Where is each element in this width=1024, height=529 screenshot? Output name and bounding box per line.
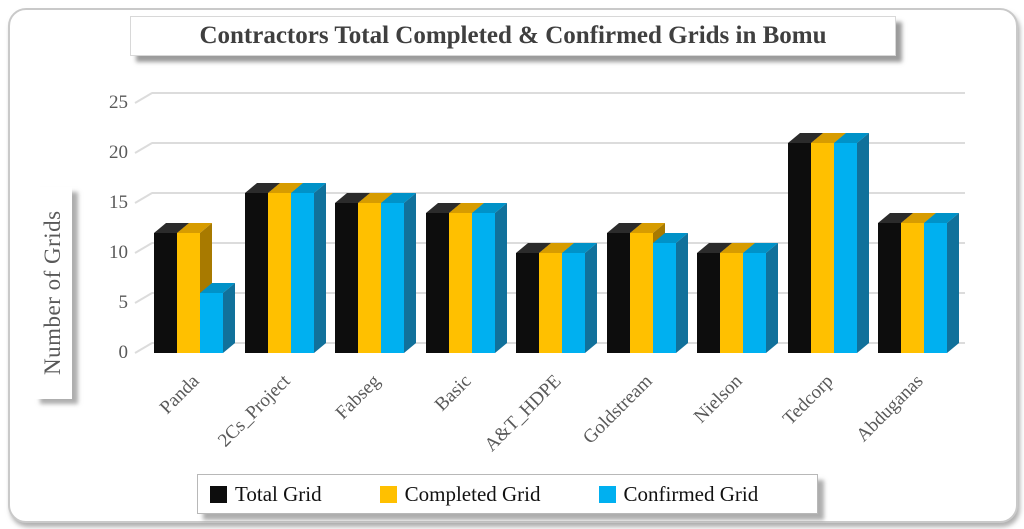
y-tick-label: 20 [109, 142, 128, 163]
bar [290, 193, 314, 353]
bar-side-face [675, 233, 688, 353]
bar [177, 233, 200, 353]
bar [539, 253, 562, 353]
chart-title-text: Contractors Total Completed & Confirmed … [199, 22, 827, 49]
plot-area: 0 5 10 15 20 25 Panda 2Cs_Project Fabseg Basic A&T… [10, 10, 1016, 470]
bar [878, 223, 901, 353]
bar [787, 143, 811, 353]
gridline [152, 92, 965, 94]
bar [652, 243, 676, 353]
bar [606, 233, 630, 353]
bar-side-face [766, 243, 778, 353]
y-tick-label: 0 [118, 342, 129, 363]
legend-swatch-icon [598, 485, 616, 503]
bar [358, 203, 381, 353]
y-axis-title: Number of Grids [34, 187, 72, 399]
bar-side-face [494, 203, 507, 353]
axis-tick [134, 141, 153, 154]
y-tick-label: 25 [109, 92, 128, 113]
y-tick-label: 10 [109, 242, 128, 263]
legend-item: Completed Grid [379, 481, 541, 507]
legend-swatch-icon [210, 485, 227, 503]
bar [381, 203, 404, 353]
bar [810, 143, 834, 353]
bar [244, 193, 268, 353]
legend-item: Total Grid [210, 482, 322, 507]
bar [425, 213, 449, 353]
legend-item: Confirmed Grid [598, 481, 759, 507]
bar [629, 233, 653, 353]
bar [448, 213, 472, 353]
bar [833, 143, 857, 353]
chart-card: Contractors Total Completed & Confirmed … [8, 8, 1018, 523]
bar [267, 193, 291, 353]
y-tick-label: 5 [118, 292, 129, 313]
bar-side-face [223, 283, 235, 353]
axis-tick [134, 341, 153, 354]
legend-label: Completed Grid [404, 481, 541, 506]
bar [720, 253, 743, 353]
bar [471, 213, 495, 353]
chart-title: Contractors Total Completed & Confirmed … [130, 16, 896, 56]
bar [924, 223, 947, 353]
bar [743, 253, 766, 353]
axis-tick [134, 241, 153, 254]
bar-side-face [856, 133, 869, 353]
y-tick-label: 15 [109, 192, 128, 213]
gridline [152, 192, 965, 194]
bar [901, 223, 924, 353]
bar-side-face [313, 183, 326, 353]
bar [154, 233, 177, 353]
legend-swatch-icon [379, 485, 397, 503]
axis-tick [134, 91, 153, 104]
bar [335, 203, 358, 353]
bar-side-face [585, 243, 597, 353]
bar [516, 253, 539, 353]
bar [200, 293, 223, 353]
bar-side-face [404, 193, 416, 353]
legend: Total Grid Completed Grid Confirmed Grid [197, 474, 818, 514]
bar [697, 253, 720, 353]
legend-label: Confirmed Grid [623, 481, 759, 506]
axis-tick [134, 191, 153, 204]
bar-side-face [947, 213, 959, 353]
axis-tick [134, 291, 153, 304]
gridline [152, 142, 965, 144]
legend-label: Total Grid [235, 481, 322, 506]
bar [562, 253, 585, 353]
